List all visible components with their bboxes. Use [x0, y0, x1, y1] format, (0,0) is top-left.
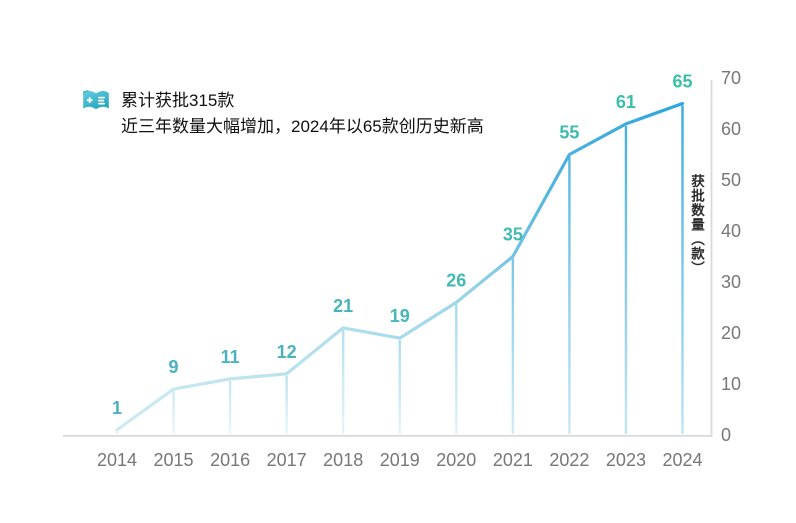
- value-label: 9: [169, 357, 179, 377]
- value-label: 61: [616, 92, 636, 112]
- chart-annotation: 累计获批315款 近三年数量大幅增加，2024年以65款创历史新高: [82, 88, 484, 140]
- x-tick-label: 2017: [267, 450, 307, 470]
- data-line: [115, 101, 685, 432]
- x-tick-label: 2018: [323, 450, 363, 470]
- x-tick-label: 2019: [380, 450, 420, 470]
- y-tick-label: 40: [721, 221, 741, 241]
- y-tick-label: 70: [721, 68, 741, 88]
- value-label: 12: [277, 342, 297, 362]
- value-label: 65: [672, 72, 692, 92]
- y-tick-label: 20: [721, 323, 741, 343]
- y-tick-label: 50: [721, 170, 741, 190]
- x-tick-label: 2014: [97, 450, 137, 470]
- value-label: 21: [333, 296, 353, 316]
- value-label: 55: [559, 123, 579, 143]
- value-label: 19: [390, 306, 410, 326]
- value-label: 1: [112, 398, 122, 418]
- annotation-line1: 累计获批315款: [121, 91, 235, 110]
- y-tick-label: 60: [721, 119, 741, 139]
- value-label: 35: [503, 225, 523, 245]
- x-tick-label: 2022: [549, 450, 589, 470]
- y-tick-label: 0: [721, 425, 731, 445]
- y-tick-label: 30: [721, 272, 741, 292]
- x-tick-label: 2015: [154, 450, 194, 470]
- book-plus-icon: [82, 89, 110, 118]
- y-tick-label: 10: [721, 374, 741, 394]
- y-axis-title: 获批数量（款）: [689, 174, 704, 276]
- annotation-line2: 近三年数量大幅增加，2024年以65款创历史新高: [121, 117, 484, 136]
- value-label: 26: [446, 270, 466, 290]
- x-tick-label: 2024: [662, 450, 702, 470]
- x-tick-label: 2020: [436, 450, 476, 470]
- x-tick-label: 2023: [606, 450, 646, 470]
- x-tick-label: 2016: [210, 450, 250, 470]
- x-tick-label: 2021: [493, 450, 533, 470]
- value-label: 11: [221, 347, 240, 367]
